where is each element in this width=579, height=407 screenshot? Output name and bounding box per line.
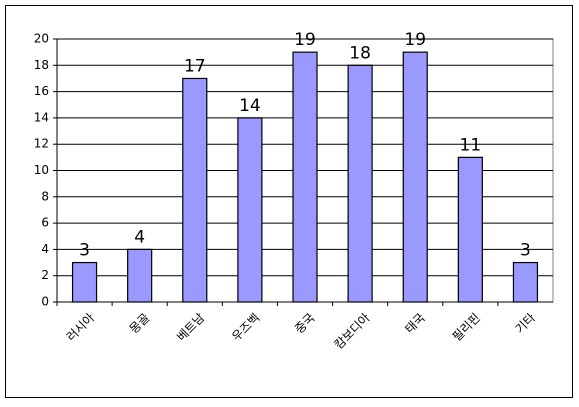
y-tick-label: 0 (41, 295, 49, 309)
y-tick-label: 8 (41, 189, 49, 203)
data-label: 3 (79, 241, 90, 261)
bar (182, 77, 208, 303)
y-tick-label: 16 (34, 84, 49, 98)
bar (347, 64, 373, 303)
y-tick-label: 12 (34, 137, 49, 151)
data-label: 3 (520, 241, 531, 261)
bar (457, 156, 483, 303)
bar (512, 261, 539, 303)
data-label: 18 (349, 43, 371, 63)
y-tick-label: 20 (34, 32, 49, 46)
data-label: 19 (294, 30, 316, 50)
y-tick-label: 14 (34, 110, 49, 124)
data-label: 17 (184, 56, 206, 76)
y-tick-label: 18 (34, 58, 49, 72)
data-label: 14 (239, 96, 261, 116)
bar (292, 51, 318, 303)
bar (402, 51, 428, 303)
bar (237, 117, 263, 303)
y-tick-label: 10 (34, 163, 49, 177)
y-tick-label: 6 (41, 216, 49, 230)
data-label: 11 (460, 135, 482, 155)
y-tick-label: 4 (41, 242, 49, 256)
y-tick-label: 2 (41, 268, 49, 282)
bar (127, 248, 153, 303)
data-label: 19 (404, 30, 426, 50)
bar (71, 261, 98, 303)
data-label: 4 (134, 227, 145, 247)
